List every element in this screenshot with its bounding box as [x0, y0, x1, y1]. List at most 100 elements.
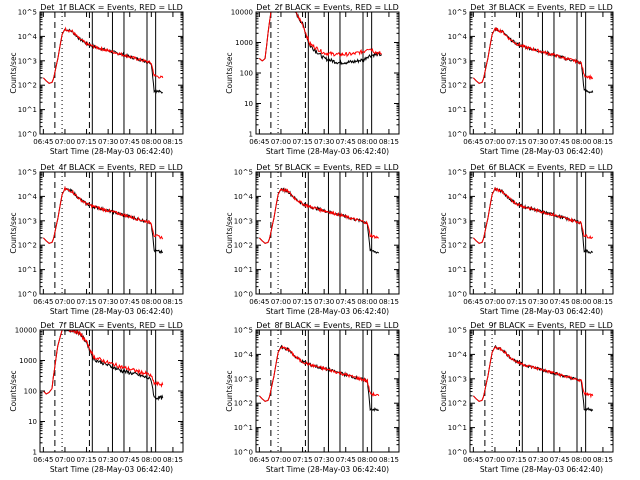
y-axis-label: Counts/sec — [225, 212, 234, 253]
x-tick-label: 08:15 — [379, 138, 399, 146]
x-tick-label: 07:30 — [314, 456, 334, 464]
y-tick-label: 10^1 — [18, 266, 37, 274]
x-tick-label: 07:45 — [120, 138, 140, 146]
x-tick-label: 07:15 — [506, 138, 526, 146]
y-tick-label: 1 — [33, 449, 37, 457]
y-tick-label: 10^1 — [448, 266, 467, 274]
y-tick-label: 10^1 — [448, 424, 467, 432]
x-axis-label: Start Time (28-May-03 06:42:40) — [480, 465, 603, 474]
x-tick-label: 07:15 — [292, 138, 312, 146]
y-tick-label: 100 — [24, 388, 37, 396]
y-tick-label: 10^4 — [18, 33, 38, 41]
y-tick-label: 10^5 — [234, 169, 253, 177]
y-tick-label: 10^1 — [448, 106, 467, 114]
x-axis-label: Start Time (28-May-03 06:42:40) — [266, 465, 389, 474]
x-axis-label: Start Time (28-May-03 06:42:40) — [480, 147, 603, 156]
x-tick-label: 07:30 — [98, 456, 118, 464]
x-tick-label: 08:15 — [379, 456, 399, 464]
plot-frame — [469, 329, 614, 453]
x-tick-label: 07:00 — [485, 298, 505, 306]
x-tick-label: 07:45 — [336, 138, 356, 146]
x-tick-label: 07:15 — [76, 456, 96, 464]
x-axis-label: Start Time (28-May-03 06:42:40) — [50, 465, 173, 474]
events-series-line — [43, 330, 164, 401]
panel-title: Det_1f BLACK = Events, RED = LLD — [40, 3, 183, 12]
lld-series-line — [473, 187, 594, 244]
y-tick-label: 10^4 — [234, 351, 254, 359]
y-axis-label: Counts/sec — [439, 212, 448, 253]
x-tick-label: 07:00 — [485, 456, 505, 464]
y-axis-label: Counts/sec — [9, 52, 18, 93]
plot-frame — [39, 329, 184, 453]
x-tick-label: 07:45 — [120, 298, 140, 306]
lld-series-line — [259, 187, 379, 244]
plot-frame — [255, 11, 400, 135]
y-tick-label: 10^5 — [448, 327, 467, 335]
x-tick-label: 07:00 — [55, 456, 75, 464]
y-tick-label: 10^4 — [18, 193, 38, 201]
y-tick-label: 10^4 — [448, 193, 468, 201]
panel-title: Det_3f BLACK = Events, RED = LLD — [470, 3, 613, 12]
x-tick-label: 07:00 — [271, 138, 291, 146]
x-tick-label: 07:30 — [314, 138, 334, 146]
x-tick-label: 08:00 — [571, 456, 591, 464]
x-tick-label: 08:00 — [357, 456, 377, 464]
plot-frame — [469, 11, 614, 135]
x-tick-label: 07:00 — [55, 138, 75, 146]
y-tick-label: 10 — [244, 100, 253, 108]
x-tick-label: 07:30 — [528, 298, 548, 306]
panel-3: 06:45 07:00 07:15 07:30 07:45 08:00 08:15 10^0 1… — [439, 3, 614, 156]
y-tick-label: 1000 — [19, 357, 37, 365]
y-tick-label: 10^5 — [448, 169, 467, 177]
x-tick-label: 07:15 — [506, 298, 526, 306]
panel-title: Det_6f BLACK = Events, RED = LLD — [470, 163, 613, 172]
y-tick-label: 10^1 — [234, 424, 253, 432]
y-tick-label: 10^2 — [448, 82, 467, 90]
y-tick-label: 10^3 — [18, 217, 37, 225]
y-tick-label: 10^1 — [234, 266, 253, 274]
y-axis-label: Counts/sec — [439, 52, 448, 93]
x-tick-label: 08:15 — [593, 138, 613, 146]
x-axis-label: Start Time (28-May-03 06:42:40) — [266, 147, 389, 156]
x-tick-label: 07:45 — [336, 456, 356, 464]
panel-5: 06:45 07:00 07:15 07:30 07:45 08:00 08:15 10^0 1… — [225, 163, 400, 316]
x-tick-label: 08:15 — [593, 298, 613, 306]
plot-frame — [469, 171, 614, 295]
y-tick-label: 10^0 — [234, 449, 253, 457]
x-tick-label: 08:00 — [571, 138, 591, 146]
y-tick-label: 10^3 — [448, 217, 467, 225]
x-tick-label: 07:30 — [98, 298, 118, 306]
x-tick-label: 07:30 — [314, 298, 334, 306]
x-tick-label: 07:00 — [55, 298, 75, 306]
x-tick-label: 07:15 — [292, 298, 312, 306]
panel-1: 06:45 07:00 07:15 07:30 07:45 08:00 08:15 10^0 1… — [9, 3, 184, 156]
x-tick-label: 08:15 — [593, 456, 613, 464]
x-tick-label: 07:45 — [550, 298, 570, 306]
plot-frame — [255, 329, 400, 453]
panel-title: Det_5f BLACK = Events, RED = LLD — [256, 163, 399, 172]
x-tick-label: 07:15 — [292, 456, 312, 464]
x-tick-label: 07:30 — [98, 138, 118, 146]
lld-series-line — [43, 26, 164, 84]
x-tick-label: 06:45 — [33, 298, 53, 306]
x-tick-label: 07:45 — [120, 456, 140, 464]
x-tick-label: 06:45 — [463, 138, 483, 146]
panel-title: Det_4f BLACK = Events, RED = LLD — [40, 163, 183, 172]
x-tick-label: 07:15 — [76, 298, 96, 306]
lld-series-line — [43, 185, 164, 244]
x-axis-label: Start Time (28-May-03 06:42:40) — [266, 307, 389, 316]
y-tick-label: 1000 — [235, 39, 253, 47]
plot-frame — [255, 171, 400, 295]
y-tick-label: 10^0 — [448, 291, 467, 299]
x-tick-label: 08:00 — [141, 298, 161, 306]
plot-frame — [39, 171, 184, 295]
y-tick-label: 10^2 — [448, 400, 467, 408]
lld-series-line — [259, 345, 380, 402]
x-axis-label: Start Time (28-May-03 06:42:40) — [50, 307, 173, 316]
panel-4: 06:45 07:00 07:15 07:30 07:45 08:00 08:15 10^0 1… — [9, 163, 184, 316]
x-axis-label: Start Time (28-May-03 06:42:40) — [480, 307, 603, 316]
y-tick-label: 10^2 — [18, 82, 37, 90]
x-tick-label: 07:15 — [76, 138, 96, 146]
y-tick-label: 1 — [249, 131, 253, 139]
x-tick-label: 08:00 — [141, 138, 161, 146]
